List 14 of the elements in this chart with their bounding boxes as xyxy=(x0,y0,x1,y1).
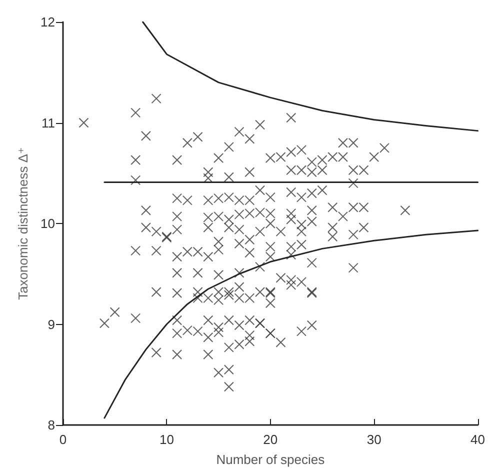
x-tick-label: 40 xyxy=(470,432,486,447)
line-series xyxy=(104,230,479,419)
y-tick-label: 9 xyxy=(48,316,55,332)
x-tick-label: 30 xyxy=(366,432,382,447)
x-axis-title: Number of species xyxy=(216,452,326,467)
x-tick-label: 10 xyxy=(159,432,174,447)
y-tick-label: 12 xyxy=(40,14,55,30)
x-tick-label: 20 xyxy=(263,432,278,447)
x-tick-label: 0 xyxy=(59,432,67,447)
y-tick-label: 10 xyxy=(40,216,55,231)
y-tick-label: 8 xyxy=(48,418,55,432)
y-tick-label: 11 xyxy=(42,115,55,130)
y-axis-title: Taxonomic distinctness Δ⁺ xyxy=(16,147,31,300)
line-series xyxy=(142,21,479,132)
